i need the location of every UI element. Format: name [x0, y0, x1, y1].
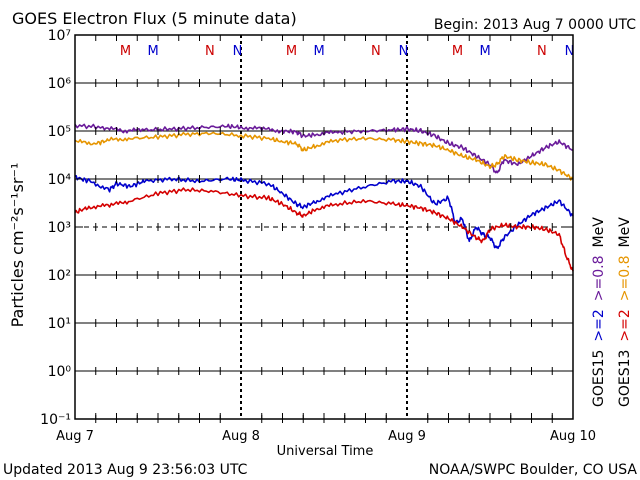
series-layer: [74, 123, 574, 272]
series-line: [74, 175, 574, 250]
x-tick-label: Aug 10: [550, 429, 596, 444]
mn-marker: N: [565, 44, 575, 59]
x-tick-label: Aug 8: [222, 429, 260, 444]
y-tick-label: 10³: [48, 220, 71, 236]
y-tick-label: 10⁵: [48, 124, 71, 140]
chart-title: GOES Electron Flux (5 minute data): [12, 9, 297, 28]
series-line: [74, 131, 574, 181]
x-tick-label: Aug 7: [56, 429, 94, 444]
y-tick-label: 10⁶: [48, 76, 72, 92]
y-tick-label: 10⁻¹: [40, 412, 71, 428]
legend-label: >=2: [591, 309, 607, 341]
axes: 10⁻¹ 10⁰ 10¹ 10² 10³ 10⁴ 10⁵ 10⁶ 10⁷ Aug 7 Aug 8 Au…: [40, 28, 596, 444]
mn-marker: N: [399, 44, 409, 59]
mn-marker: N: [205, 44, 215, 59]
legend-label: >=2: [617, 309, 633, 341]
legend-label: MeV: [591, 217, 607, 248]
x-tick-label: Aug 9: [388, 429, 426, 444]
y-tick-label: 10⁰: [48, 364, 72, 380]
y-tick-label: 10⁷: [48, 28, 71, 44]
y-tick-label: 10¹: [48, 316, 71, 332]
legend: GOES15 >=2 >=0.8 MeV GOES13 >=2 >=0.8 MeV: [591, 217, 633, 407]
legend-label: MeV: [617, 217, 633, 248]
source-credit: NOAA/SWPC Boulder, CO USA: [429, 462, 638, 478]
x-axis-label: Universal Time: [277, 444, 374, 459]
mn-marker: N: [537, 44, 547, 59]
y-axis-label: Particles cm⁻²s⁻¹sr⁻¹: [8, 163, 27, 328]
mn-marker: N: [233, 44, 243, 59]
series-line: [74, 123, 574, 174]
mn-marker: M: [120, 44, 131, 59]
begin-date: Begin: 2013 Aug 7 0000 UTC: [434, 17, 636, 33]
mn-marker: N: [371, 44, 381, 59]
legend-label: GOES15: [591, 350, 607, 407]
y-tick-label: 10²: [48, 268, 71, 284]
legend-label: >=0.8: [591, 255, 607, 301]
legend-label: >=0.8: [617, 255, 633, 301]
mn-marker: M: [314, 44, 325, 59]
y-tick-label: 10⁴: [48, 172, 72, 188]
mn-marker: M: [286, 44, 297, 59]
mn-marker: M: [148, 44, 159, 59]
series-line: [74, 187, 574, 272]
legend-label: GOES13: [617, 350, 633, 407]
mn-marker: M: [452, 44, 463, 59]
mn-marker: M: [480, 44, 491, 59]
updated-timestamp: Updated 2013 Aug 9 23:56:03 UTC: [3, 462, 248, 478]
